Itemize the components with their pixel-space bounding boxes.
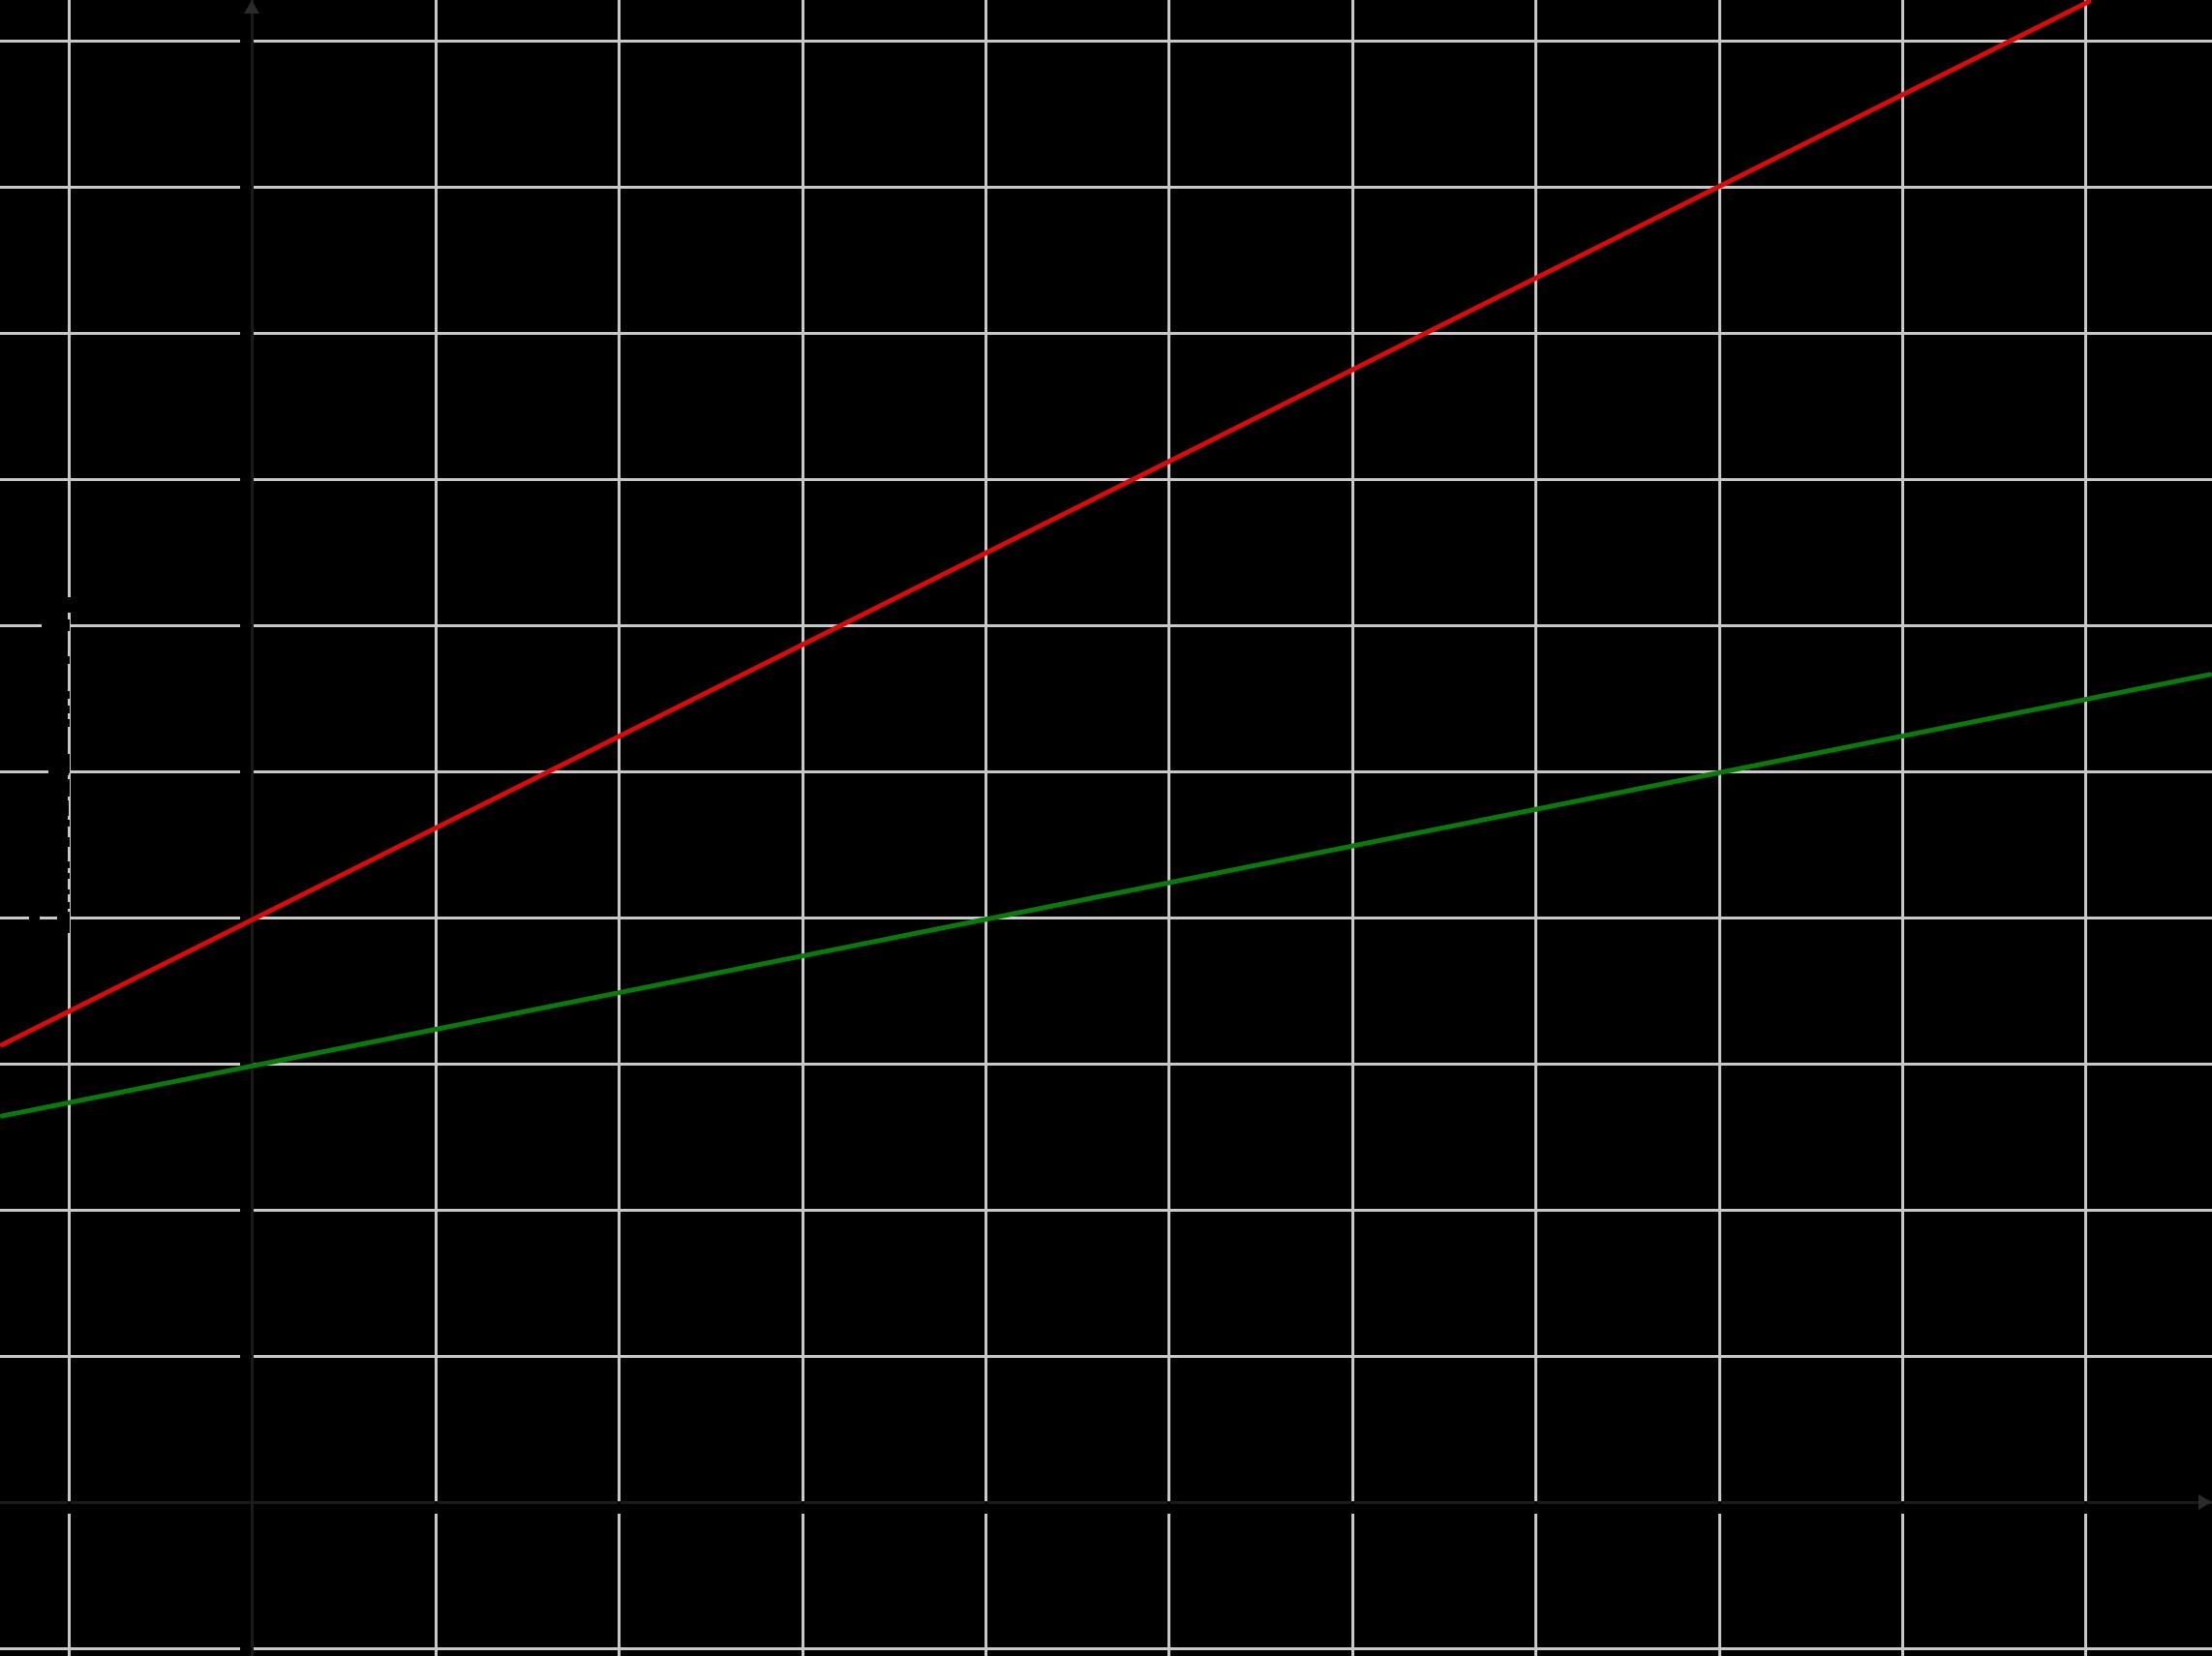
- grid-line-vertical: [1717, 0, 1721, 1656]
- x-axis-tick: [1533, 1502, 1537, 1514]
- grid-line-horizontal: [0, 39, 2212, 43]
- axis-title-text-fragment: [62, 719, 70, 727]
- x-axis-tick: [1717, 1502, 1721, 1514]
- grid-line-horizontal: [0, 623, 2212, 627]
- y-axis-tick: [240, 1354, 252, 1358]
- axis-title-text-fragment: [48, 768, 69, 775]
- grid-line-vertical: [1167, 0, 1170, 1656]
- grid-line-vertical: [1350, 0, 1354, 1656]
- red-function-line: [0, 0, 2093, 1048]
- y-axis-tick: [240, 769, 252, 773]
- grid-line-horizontal: [0, 185, 2212, 189]
- grid-line-horizontal: [0, 1062, 2212, 1066]
- y-axis-tick: [240, 623, 252, 627]
- grid-line-vertical: [801, 0, 804, 1656]
- y-axis-tick: [240, 1646, 252, 1650]
- y-axis-tick: [240, 39, 252, 43]
- x-axis-tick: [1350, 1502, 1354, 1514]
- axis-title-text-fragment: [61, 619, 70, 631]
- x-axis: [0, 1500, 2212, 1504]
- grid-line-horizontal: [0, 477, 2212, 481]
- x-axis-tick: [984, 1502, 987, 1514]
- axis-title-text-fragment: [62, 820, 70, 827]
- grid-line-vertical: [617, 0, 621, 1656]
- axis-title-text-fragment: [58, 779, 70, 797]
- x-axis-tick: [1900, 1502, 1904, 1514]
- axis-title-text-fragment: [62, 889, 70, 894]
- axis-title-text-fragment: [62, 902, 70, 909]
- grid-line-horizontal: [0, 1208, 2212, 1212]
- axis-title-text-fragment: [62, 706, 70, 713]
- x-axis-tick: [67, 1502, 71, 1514]
- green-function-line: [0, 671, 2212, 1119]
- grid-line-horizontal: [0, 1646, 2212, 1650]
- x-axis-tick: [1167, 1502, 1170, 1514]
- axis-title-text-fragment: [62, 691, 70, 699]
- y-axis-tick: [240, 185, 252, 189]
- axis-title-text-fragment: [62, 927, 70, 933]
- grid-line-horizontal: [0, 1354, 2212, 1358]
- x-axis-tick: [434, 1502, 438, 1514]
- x-axis-tick: [801, 1502, 804, 1514]
- axis-title-text-fragment: [29, 914, 40, 920]
- axis-title-text-fragment: [62, 861, 70, 868]
- grid-line-vertical: [2083, 0, 2087, 1656]
- grid-line-vertical: [1900, 0, 1904, 1656]
- grid-line-vertical: [67, 0, 71, 1656]
- y-axis-tick: [240, 477, 252, 481]
- axis-title-text-fragment: [60, 837, 70, 847]
- grid-line-vertical: [1533, 0, 1537, 1656]
- y-axis: [250, 0, 254, 1656]
- y-axis-tick: [240, 331, 252, 335]
- axis-title-text-fragment: [62, 873, 70, 879]
- axis-title-text-fragment: [54, 800, 69, 816]
- axis-title-text-fragment: [42, 621, 67, 629]
- x-axis-tick: [2083, 1502, 2087, 1514]
- y-axis-tick: [240, 1208, 252, 1212]
- y-axis-tick: [240, 916, 252, 919]
- axis-title-text-fragment: [62, 656, 70, 664]
- grid-line-horizontal: [0, 769, 2212, 773]
- x-axis-arrowhead-icon: [2198, 1494, 2212, 1510]
- axis-title-text-fragment: [62, 597, 71, 613]
- grid-line-horizontal: [0, 331, 2212, 335]
- y-axis-arrowhead-icon: [244, 0, 259, 14]
- x-axis-tick: [617, 1502, 621, 1514]
- grid-line-vertical: [984, 0, 987, 1656]
- grid-line-horizontal: [0, 916, 2212, 919]
